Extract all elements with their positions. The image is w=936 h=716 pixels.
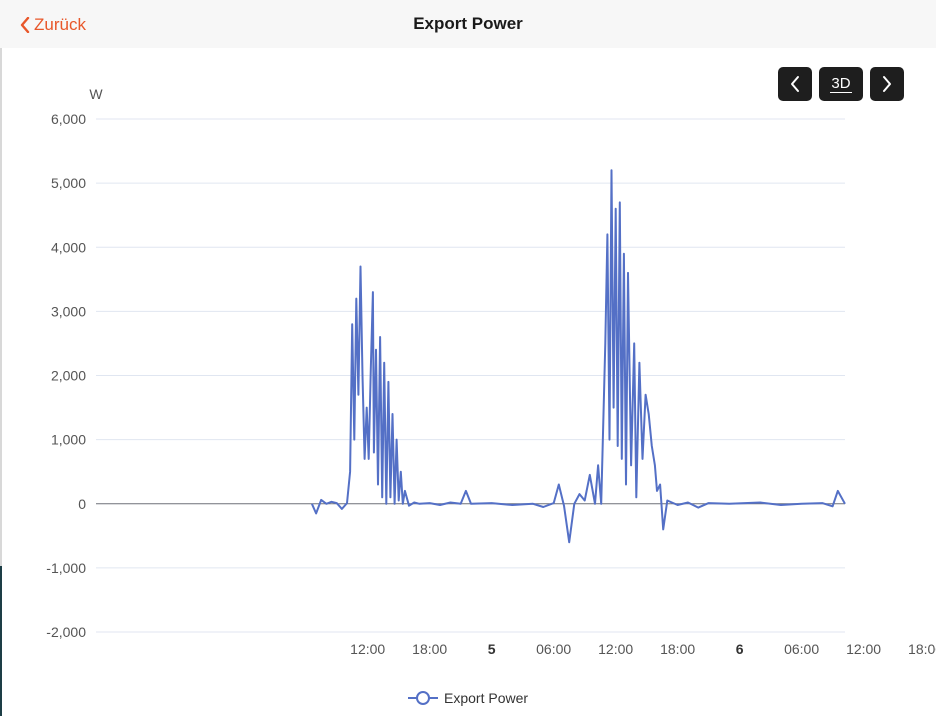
- y-axis-ticks: -2,000 -1,000 0 1,000 2,000 3,000 4,000 5,000 6,…: [46, 111, 86, 640]
- x-tick-label: 18:00: [412, 641, 447, 657]
- y-tick-label: 5,000: [51, 175, 86, 191]
- x-tick-label-day: 6: [736, 641, 744, 657]
- x-tick-label: 18:00: [908, 641, 936, 657]
- back-label: Zurück: [34, 15, 86, 34]
- legend-circle-marker: [416, 691, 430, 705]
- left-edge: [0, 48, 2, 716]
- back-button[interactable]: Zurück: [20, 14, 86, 36]
- x-tick-label: 18:00: [660, 641, 695, 657]
- x-tick-label: 12:00: [846, 641, 881, 657]
- series-line-export-power: [310, 169, 846, 544]
- y-tick-label: 2,000: [51, 368, 86, 384]
- y-tick-label: 1,000: [51, 432, 86, 448]
- chevron-left-icon: [791, 76, 799, 92]
- x-tick-label: 12:00: [598, 641, 633, 657]
- range-label: 3D: [830, 74, 852, 93]
- x-tick-label: 12:00: [350, 641, 385, 657]
- page-title: Export Power: [413, 14, 523, 33]
- chevron-left-icon: [20, 17, 30, 33]
- y-tick-label: -1,000: [46, 560, 86, 576]
- x-tick-label: 06:00: [784, 641, 819, 657]
- y-tick-label: 0: [78, 496, 86, 512]
- next-range-button[interactable]: [870, 67, 904, 101]
- y-tick-label: 6,000: [51, 111, 86, 127]
- y-tick-label: 4,000: [51, 239, 86, 255]
- previous-range-button[interactable]: [778, 67, 812, 101]
- left-edge-dark: [0, 566, 2, 716]
- y-axis-unit: W: [89, 86, 103, 102]
- legend-item-label: Export Power: [444, 690, 528, 706]
- x-axis-ticks: 12:00 18:00 5 06:00 12:00 18:00 6 06:00 12:00 18:…: [350, 641, 936, 657]
- range-button[interactable]: 3D: [819, 67, 863, 101]
- y-tick-label: -2,000: [46, 624, 86, 640]
- x-tick-label-day: 5: [488, 641, 496, 657]
- x-tick-label: 06:00: [536, 641, 571, 657]
- grid-lines: [96, 118, 845, 633]
- chevron-right-icon: [883, 76, 891, 92]
- app-header: Zurück Export Power: [0, 0, 936, 48]
- y-tick-label: 3,000: [51, 303, 86, 319]
- legend[interactable]: Export Power: [408, 690, 528, 706]
